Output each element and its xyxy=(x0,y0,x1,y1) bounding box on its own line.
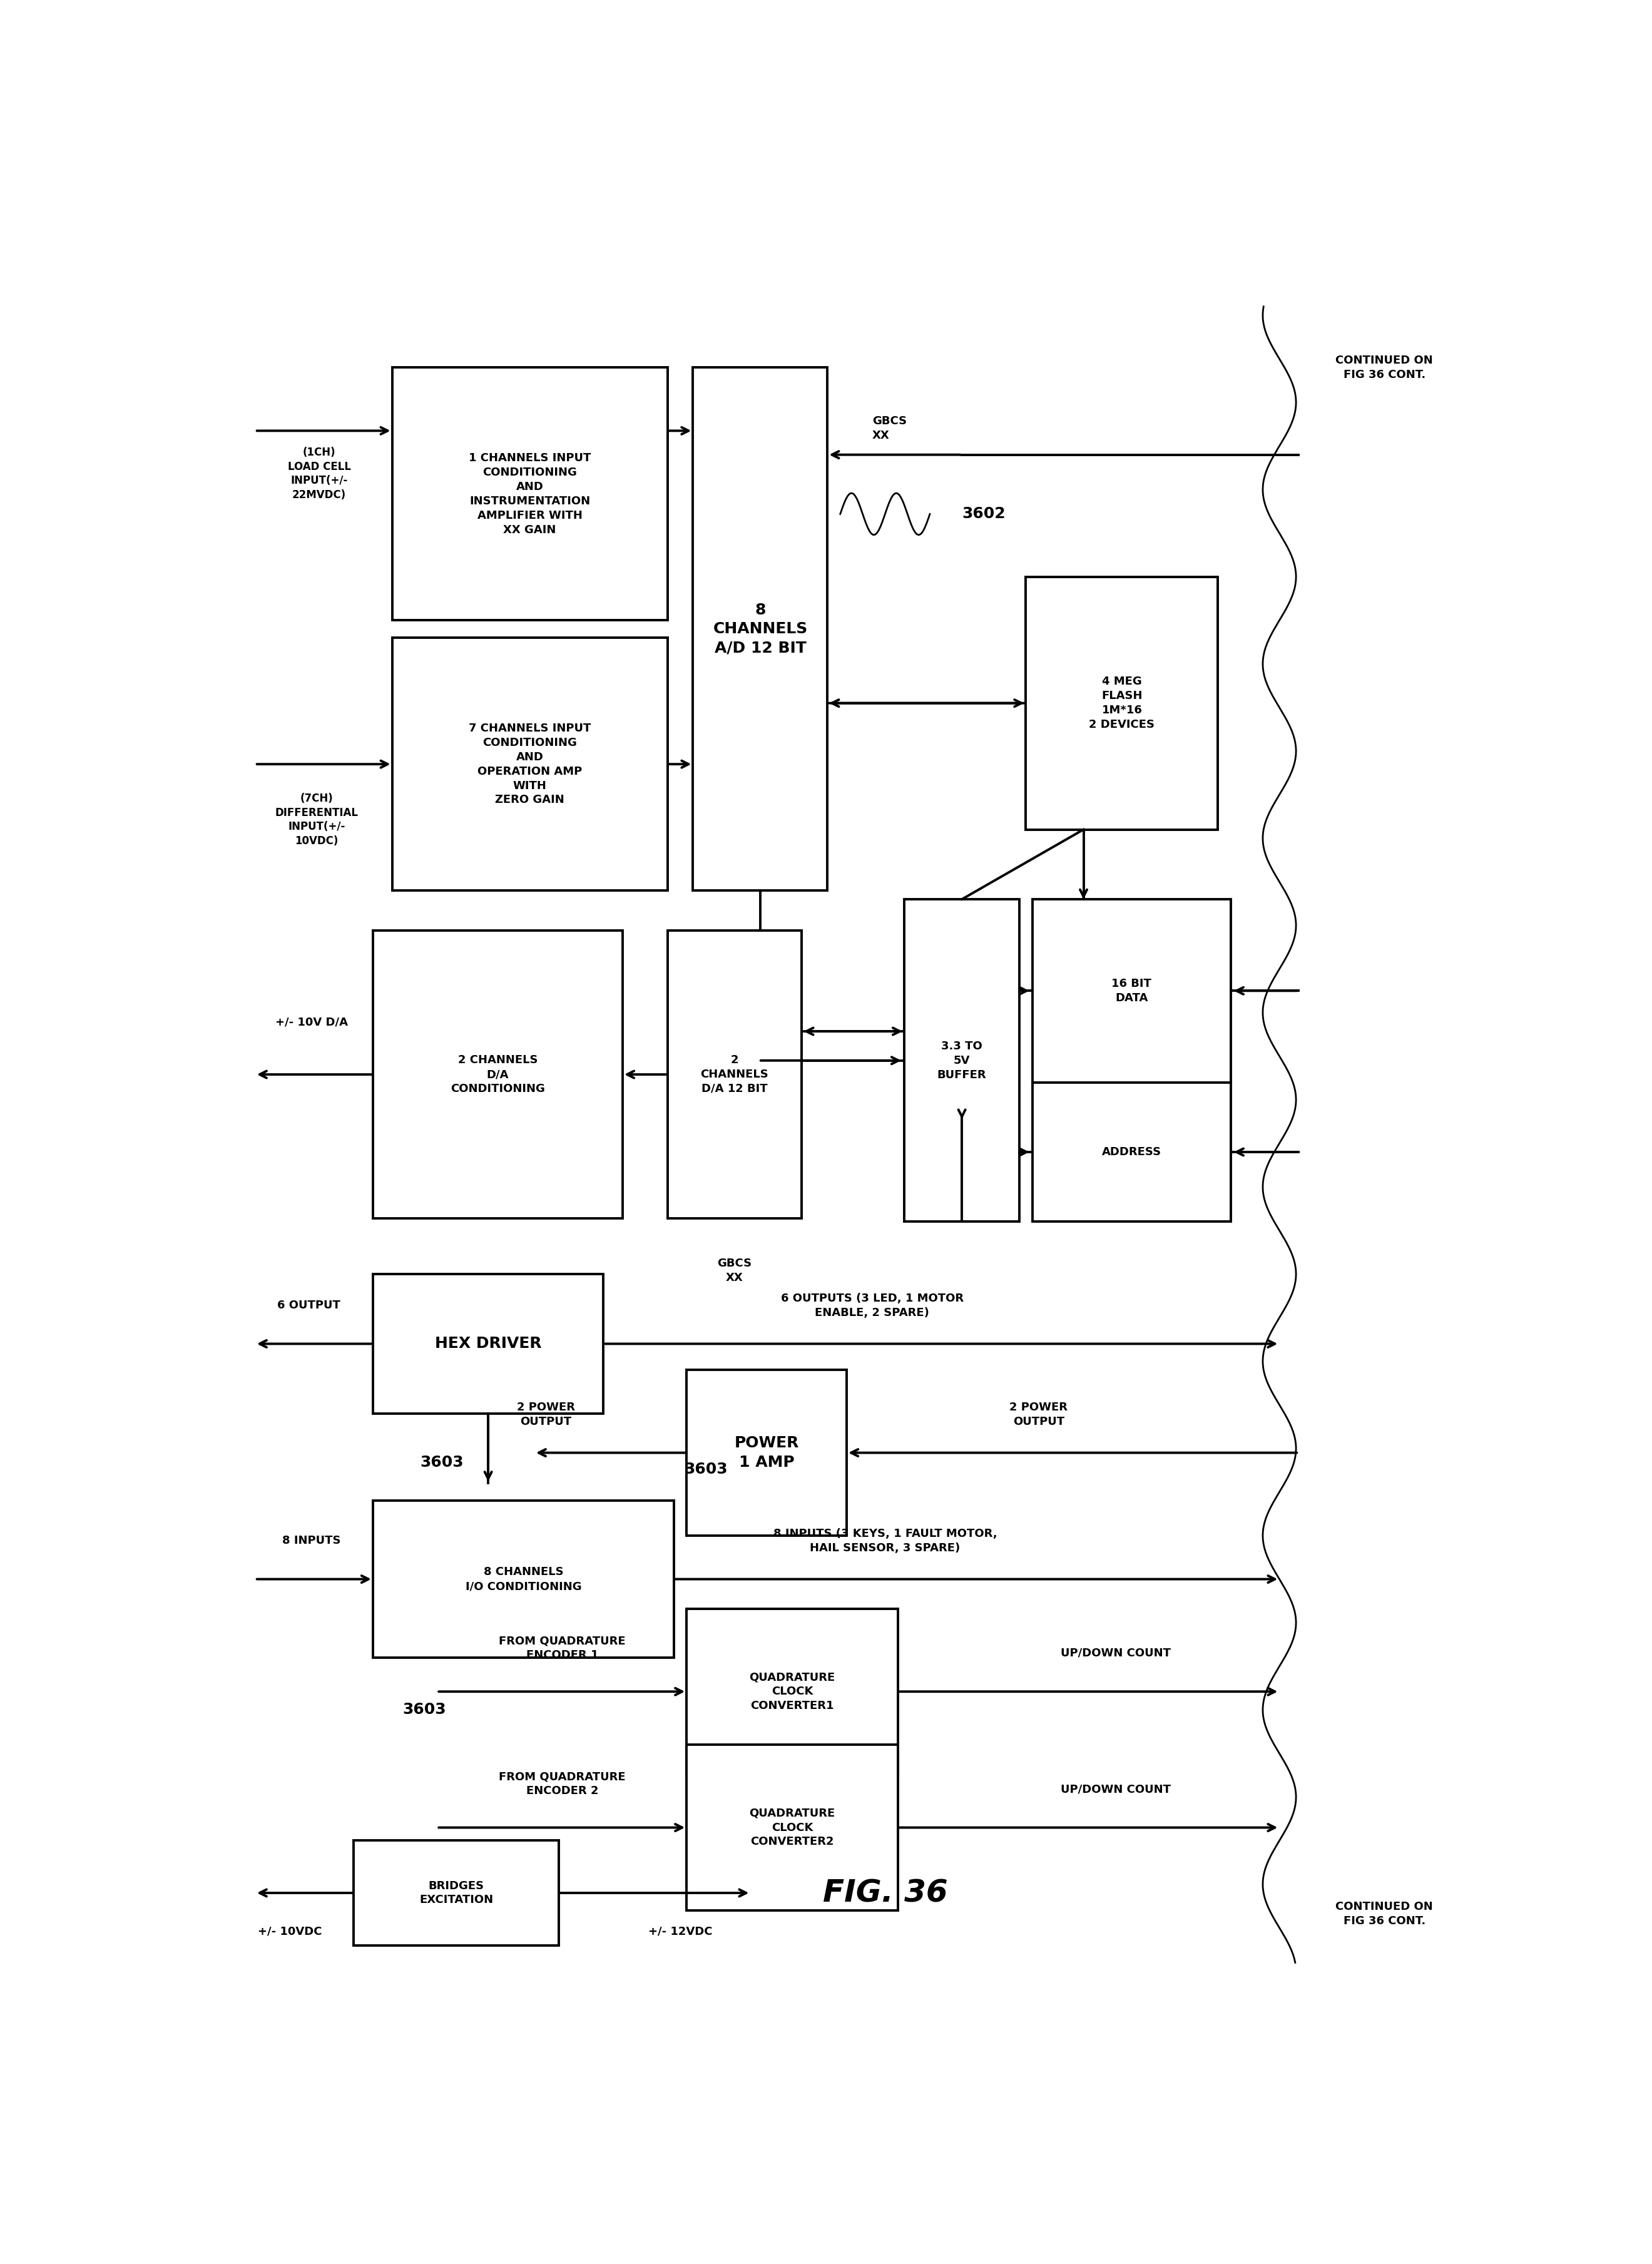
Text: 4 MEG
FLASH
1M*16
2 DEVICES: 4 MEG FLASH 1M*16 2 DEVICES xyxy=(1089,677,1155,731)
Text: CONTINUED ON
FIG 36 CONT.: CONTINUED ON FIG 36 CONT. xyxy=(1336,1902,1432,1927)
Text: 1 CHANNELS INPUT
CONDITIONING
AND
INSTRUMENTATION
AMPLIFIER WITH
XX GAIN: 1 CHANNELS INPUT CONDITIONING AND INSTRU… xyxy=(469,453,591,534)
Text: FIG. 36: FIG. 36 xyxy=(823,1877,948,1909)
Text: 3603: 3603 xyxy=(684,1463,727,1476)
Bar xyxy=(1026,577,1218,829)
Text: 2 POWER
OUTPUT: 2 POWER OUTPUT xyxy=(517,1401,575,1426)
Text: (1CH)
LOAD CELL
INPUT(+/-
22MVDC): (1CH) LOAD CELL INPUT(+/- 22MVDC) xyxy=(287,446,350,500)
Bar xyxy=(392,638,667,890)
Text: FROM QUADRATURE
ENCODER 1: FROM QUADRATURE ENCODER 1 xyxy=(499,1635,626,1662)
Bar xyxy=(694,367,828,890)
Text: +/- 10V D/A: +/- 10V D/A xyxy=(276,1017,349,1028)
Bar xyxy=(373,1501,674,1657)
Text: UP/DOWN COUNT: UP/DOWN COUNT xyxy=(1061,1648,1171,1660)
Text: 8 INPUTS (3 KEYS, 1 FAULT MOTOR,
HAIL SENSOR, 3 SPARE): 8 INPUTS (3 KEYS, 1 FAULT MOTOR, HAIL SE… xyxy=(773,1528,996,1553)
Text: 3603: 3603 xyxy=(420,1456,464,1469)
Text: +/- 12VDC: +/- 12VDC xyxy=(648,1927,712,1938)
Text: 3602: 3602 xyxy=(961,507,1006,521)
Text: 8
CHANNELS
A/D 12 BIT: 8 CHANNELS A/D 12 BIT xyxy=(714,602,808,657)
Text: (7CH)
DIFFERENTIAL
INPUT(+/-
10VDC): (7CH) DIFFERENTIAL INPUT(+/- 10VDC) xyxy=(274,792,358,847)
Text: BRIDGES
EXCITATION: BRIDGES EXCITATION xyxy=(420,1879,492,1906)
Text: 2 CHANNELS
D/A
CONDITIONING: 2 CHANNELS D/A CONDITIONING xyxy=(451,1055,545,1094)
Text: 3603: 3603 xyxy=(403,1703,446,1718)
Text: 6 OUTPUT: 6 OUTPUT xyxy=(278,1300,340,1311)
Text: ADDRESS: ADDRESS xyxy=(1102,1146,1161,1157)
Text: 8 INPUTS: 8 INPUTS xyxy=(282,1535,340,1546)
Bar xyxy=(904,899,1019,1223)
Bar xyxy=(373,1275,603,1413)
Text: GBCS
XX: GBCS XX xyxy=(717,1259,752,1284)
Text: +/- 10VDC: +/- 10VDC xyxy=(258,1927,322,1938)
Bar xyxy=(667,931,801,1218)
Text: POWER
1 AMP: POWER 1 AMP xyxy=(733,1435,800,1469)
Text: QUADRATURE
CLOCK
CONVERTER2: QUADRATURE CLOCK CONVERTER2 xyxy=(750,1807,836,1847)
Text: 2
CHANNELS
D/A 12 BIT: 2 CHANNELS D/A 12 BIT xyxy=(700,1055,768,1094)
Text: 7 CHANNELS INPUT
CONDITIONING
AND
OPERATION AMP
WITH
ZERO GAIN: 7 CHANNELS INPUT CONDITIONING AND OPERAT… xyxy=(469,722,591,806)
Bar xyxy=(687,1610,899,1775)
Text: 3.3 TO
5V
BUFFER: 3.3 TO 5V BUFFER xyxy=(937,1041,986,1080)
Text: CONTINUED ON
FIG 36 CONT.: CONTINUED ON FIG 36 CONT. xyxy=(1336,355,1432,380)
Bar xyxy=(354,1841,558,1945)
Text: GBCS
XX: GBCS XX xyxy=(872,417,907,441)
Text: 2 POWER
OUTPUT: 2 POWER OUTPUT xyxy=(1009,1401,1067,1426)
Bar xyxy=(392,367,667,620)
Text: QUADRATURE
CLOCK
CONVERTER1: QUADRATURE CLOCK CONVERTER1 xyxy=(750,1671,836,1712)
Text: 6 OUTPUTS (3 LED, 1 MOTOR
ENABLE, 2 SPARE): 6 OUTPUTS (3 LED, 1 MOTOR ENABLE, 2 SPAR… xyxy=(781,1293,963,1318)
Text: UP/DOWN COUNT: UP/DOWN COUNT xyxy=(1061,1784,1171,1795)
Text: FROM QUADRATURE
ENCODER 2: FROM QUADRATURE ENCODER 2 xyxy=(499,1770,626,1798)
Bar xyxy=(687,1746,899,1911)
Bar xyxy=(1032,1082,1231,1223)
Text: HEX DRIVER: HEX DRIVER xyxy=(434,1336,542,1352)
Text: 16 BIT
DATA: 16 BIT DATA xyxy=(1112,978,1151,1003)
Text: 8 CHANNELS
I/O CONDITIONING: 8 CHANNELS I/O CONDITIONING xyxy=(466,1567,582,1592)
Bar xyxy=(373,931,623,1218)
Bar xyxy=(1032,899,1231,1082)
Bar xyxy=(687,1370,846,1535)
